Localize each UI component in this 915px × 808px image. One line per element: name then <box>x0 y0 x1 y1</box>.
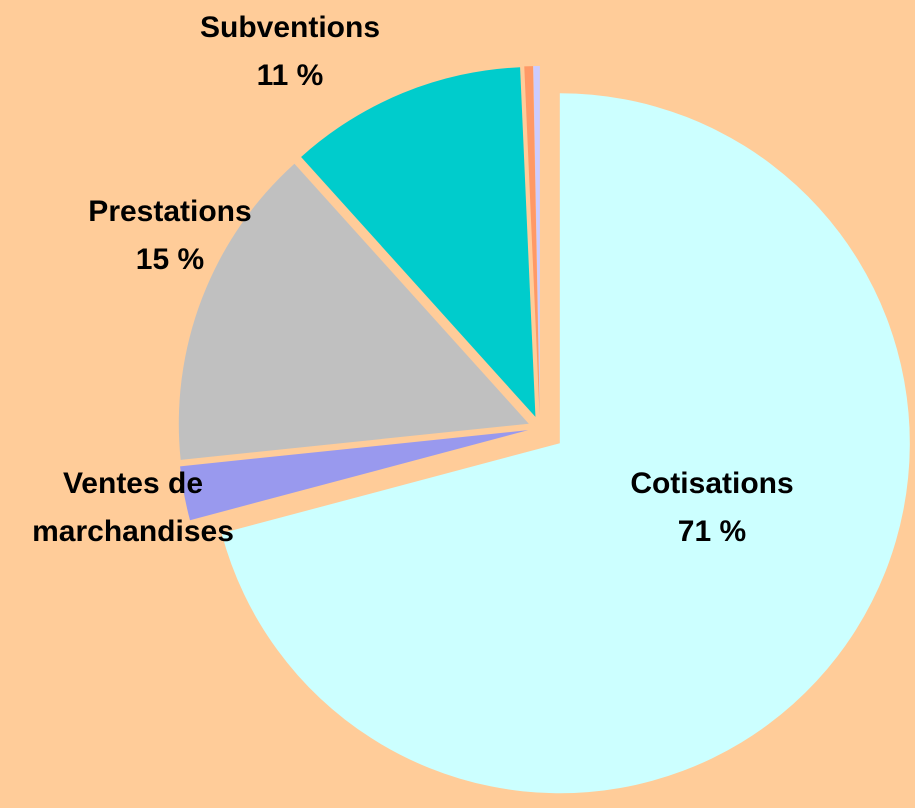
pie-slice <box>533 66 540 417</box>
slice-name: Ventes de marchandises <box>32 467 234 548</box>
slice-label: Cotisations 71 % <box>630 460 793 556</box>
slice-name: Prestations <box>88 195 252 228</box>
slice-value: 11 % <box>256 59 324 92</box>
pie-slice <box>301 67 536 417</box>
slice-name: Cotisations <box>630 467 794 500</box>
pie-slice <box>221 93 910 794</box>
pie-slice <box>178 163 529 460</box>
slice-name: Subventions <box>199 11 381 44</box>
slice-value: 15 % <box>135 243 205 276</box>
slice-label: Subventions 11 % <box>200 4 380 100</box>
slice-label: Prestations 15 % <box>88 188 251 284</box>
slice-label: Ventes de marchandises <box>0 460 268 556</box>
pie-slice <box>180 430 529 521</box>
pie-slice <box>524 66 540 417</box>
slice-value: 71 % <box>677 515 747 548</box>
